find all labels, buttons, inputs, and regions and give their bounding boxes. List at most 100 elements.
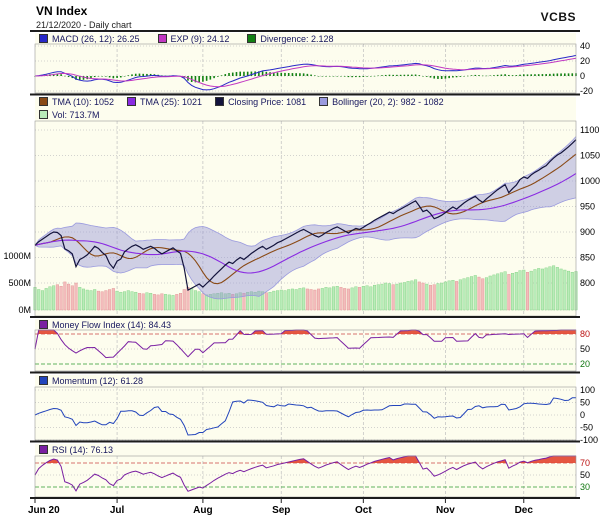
legend-divergence: Divergence: 2.128 bbox=[247, 34, 333, 44]
divergence-histogram-bar bbox=[213, 76, 215, 79]
divergence-histogram-bar bbox=[56, 73, 59, 76]
svg-text:1050: 1050 bbox=[580, 151, 600, 161]
divergence-histogram-bar bbox=[545, 74, 547, 76]
divergence-histogram-bar bbox=[97, 76, 100, 77]
svg-text:Sep: Sep bbox=[272, 505, 290, 516]
title-block: VN Index 21/12/2020 - Daily chart bbox=[36, 4, 132, 30]
macd-swatch-icon bbox=[39, 34, 48, 43]
divergence-histogram-bar bbox=[287, 72, 290, 76]
divergence-histogram-bar bbox=[134, 73, 137, 76]
momentum-swatch-icon bbox=[39, 376, 48, 385]
divergence-histogram-bar bbox=[194, 76, 197, 83]
divergence-histogram-bar bbox=[366, 76, 368, 77]
chart-subtitle: 21/12/2020 - Daily chart bbox=[36, 20, 132, 30]
divergence-histogram-bar bbox=[534, 74, 536, 76]
divergence-histogram-bar bbox=[358, 76, 361, 78]
svg-text:20: 20 bbox=[580, 359, 590, 369]
divergence-histogram-bar bbox=[82, 76, 85, 80]
divergence-histogram-bar bbox=[511, 75, 514, 76]
mfi-legend: Money Flow Index (14): 84.43 bbox=[39, 319, 171, 330]
divergence-histogram-bar bbox=[90, 76, 92, 79]
divergence-histogram-bar bbox=[560, 73, 562, 76]
divergence-histogram-bar bbox=[105, 76, 107, 77]
legend-tma10-label: TMA (10): 1052 bbox=[52, 96, 115, 107]
legend-divergence-label: Divergence: 2.128 bbox=[260, 33, 334, 44]
rsi-swatch-icon bbox=[39, 445, 48, 454]
mfi-series bbox=[34, 329, 576, 359]
divergence-histogram-bar bbox=[71, 76, 74, 79]
divergence-histogram-bar bbox=[108, 76, 111, 78]
divergence-histogram-bar bbox=[564, 73, 566, 76]
divergence-histogram-bar bbox=[478, 75, 480, 76]
price-legend: TMA (10): 1052 TMA (25): 1021 Closing Pr… bbox=[39, 96, 444, 107]
divergence-histogram-bar bbox=[205, 76, 208, 81]
divergence-histogram-bar bbox=[552, 73, 555, 76]
svg-text:Aug: Aug bbox=[193, 505, 212, 516]
divergence-histogram-bar bbox=[493, 75, 495, 76]
divergence-histogram-bar bbox=[377, 75, 380, 77]
divergence-histogram-bar bbox=[433, 76, 436, 79]
divergence-histogram-bar bbox=[310, 74, 312, 76]
divergence-histogram-bar bbox=[556, 73, 559, 76]
legend-momentum: Momentum (12): 61.28 bbox=[39, 376, 143, 386]
page-title: VN Index bbox=[36, 4, 88, 18]
divergence-histogram-bar bbox=[295, 73, 297, 76]
svg-text:800: 800 bbox=[580, 278, 595, 288]
divergence-histogram-bar bbox=[306, 73, 309, 76]
divergence-histogram-bar bbox=[272, 72, 275, 76]
divergence-histogram-bar bbox=[78, 76, 81, 81]
divergence-histogram-bar bbox=[474, 74, 477, 76]
divergence-histogram-bar bbox=[362, 76, 365, 77]
divergence-histogram-bar bbox=[541, 74, 544, 76]
divergence-histogram-bar bbox=[519, 74, 521, 76]
tma10-line bbox=[34, 153, 577, 285]
divergence-histogram-bar bbox=[467, 75, 469, 77]
tma25-swatch-icon bbox=[127, 97, 137, 106]
divergence-histogram-bar bbox=[93, 76, 96, 78]
divergence-histogram-bar bbox=[224, 74, 227, 76]
svg-text:-50: -50 bbox=[580, 423, 593, 433]
divergence-histogram-bar bbox=[217, 76, 219, 77]
divergence-histogram-bar bbox=[355, 76, 357, 78]
rsi-legend: RSI (14): 76.13 bbox=[39, 444, 113, 455]
brand-logo: VCBS bbox=[540, 10, 576, 24]
divergence-histogram-bar bbox=[470, 75, 473, 76]
legend-rsi-label: RSI (14): 76.13 bbox=[52, 444, 114, 455]
divergence-histogram-bar bbox=[373, 75, 376, 77]
divergence-histogram-bar bbox=[235, 72, 238, 76]
svg-text:0: 0 bbox=[580, 410, 585, 420]
legend-tma25: TMA (25): 1021 bbox=[127, 97, 202, 107]
legend-rsi: RSI (14): 76.13 bbox=[39, 445, 113, 455]
divergence-histogram-bar bbox=[537, 74, 540, 76]
svg-text:500M: 500M bbox=[8, 278, 31, 288]
divergence-histogram-bar bbox=[567, 73, 570, 76]
bollinger-band bbox=[34, 136, 577, 300]
divergence-histogram-bar bbox=[239, 71, 242, 76]
divergence-histogram-bar bbox=[381, 75, 383, 76]
divergence-histogram-bar bbox=[522, 74, 525, 76]
svg-text:0: 0 bbox=[580, 71, 585, 81]
divergence-histogram-bar bbox=[347, 76, 350, 78]
legend-tma10: TMA (10): 1052 bbox=[39, 97, 114, 107]
divergence-histogram-bar bbox=[425, 76, 428, 77]
divergence-histogram-bar bbox=[64, 75, 66, 77]
legend-bollinger-label: Bollinger (20, 2): 982 - 1082 bbox=[332, 96, 444, 107]
divergence-swatch-icon bbox=[247, 34, 257, 43]
divergence-histogram-bar bbox=[369, 76, 372, 77]
x-axis: Jun 20 Jul Aug Sep Oct Nov Dec bbox=[28, 498, 533, 516]
divergence-histogram-bar bbox=[571, 73, 574, 76]
divergence-histogram-bar bbox=[444, 76, 447, 79]
divergence-histogram-bar bbox=[280, 72, 283, 76]
macd-series bbox=[34, 54, 577, 91]
divergence-histogram-bar bbox=[291, 73, 294, 76]
divergence-histogram-bar bbox=[142, 73, 144, 76]
svg-text:950: 950 bbox=[580, 202, 595, 212]
divergence-histogram-bar bbox=[422, 76, 424, 77]
divergence-histogram-bar bbox=[384, 74, 387, 76]
legend-volume-label: Vol: 713.7M bbox=[52, 109, 100, 120]
svg-text:100: 100 bbox=[580, 385, 595, 395]
svg-text:1000M: 1000M bbox=[3, 251, 31, 261]
mfi-line bbox=[34, 329, 576, 359]
